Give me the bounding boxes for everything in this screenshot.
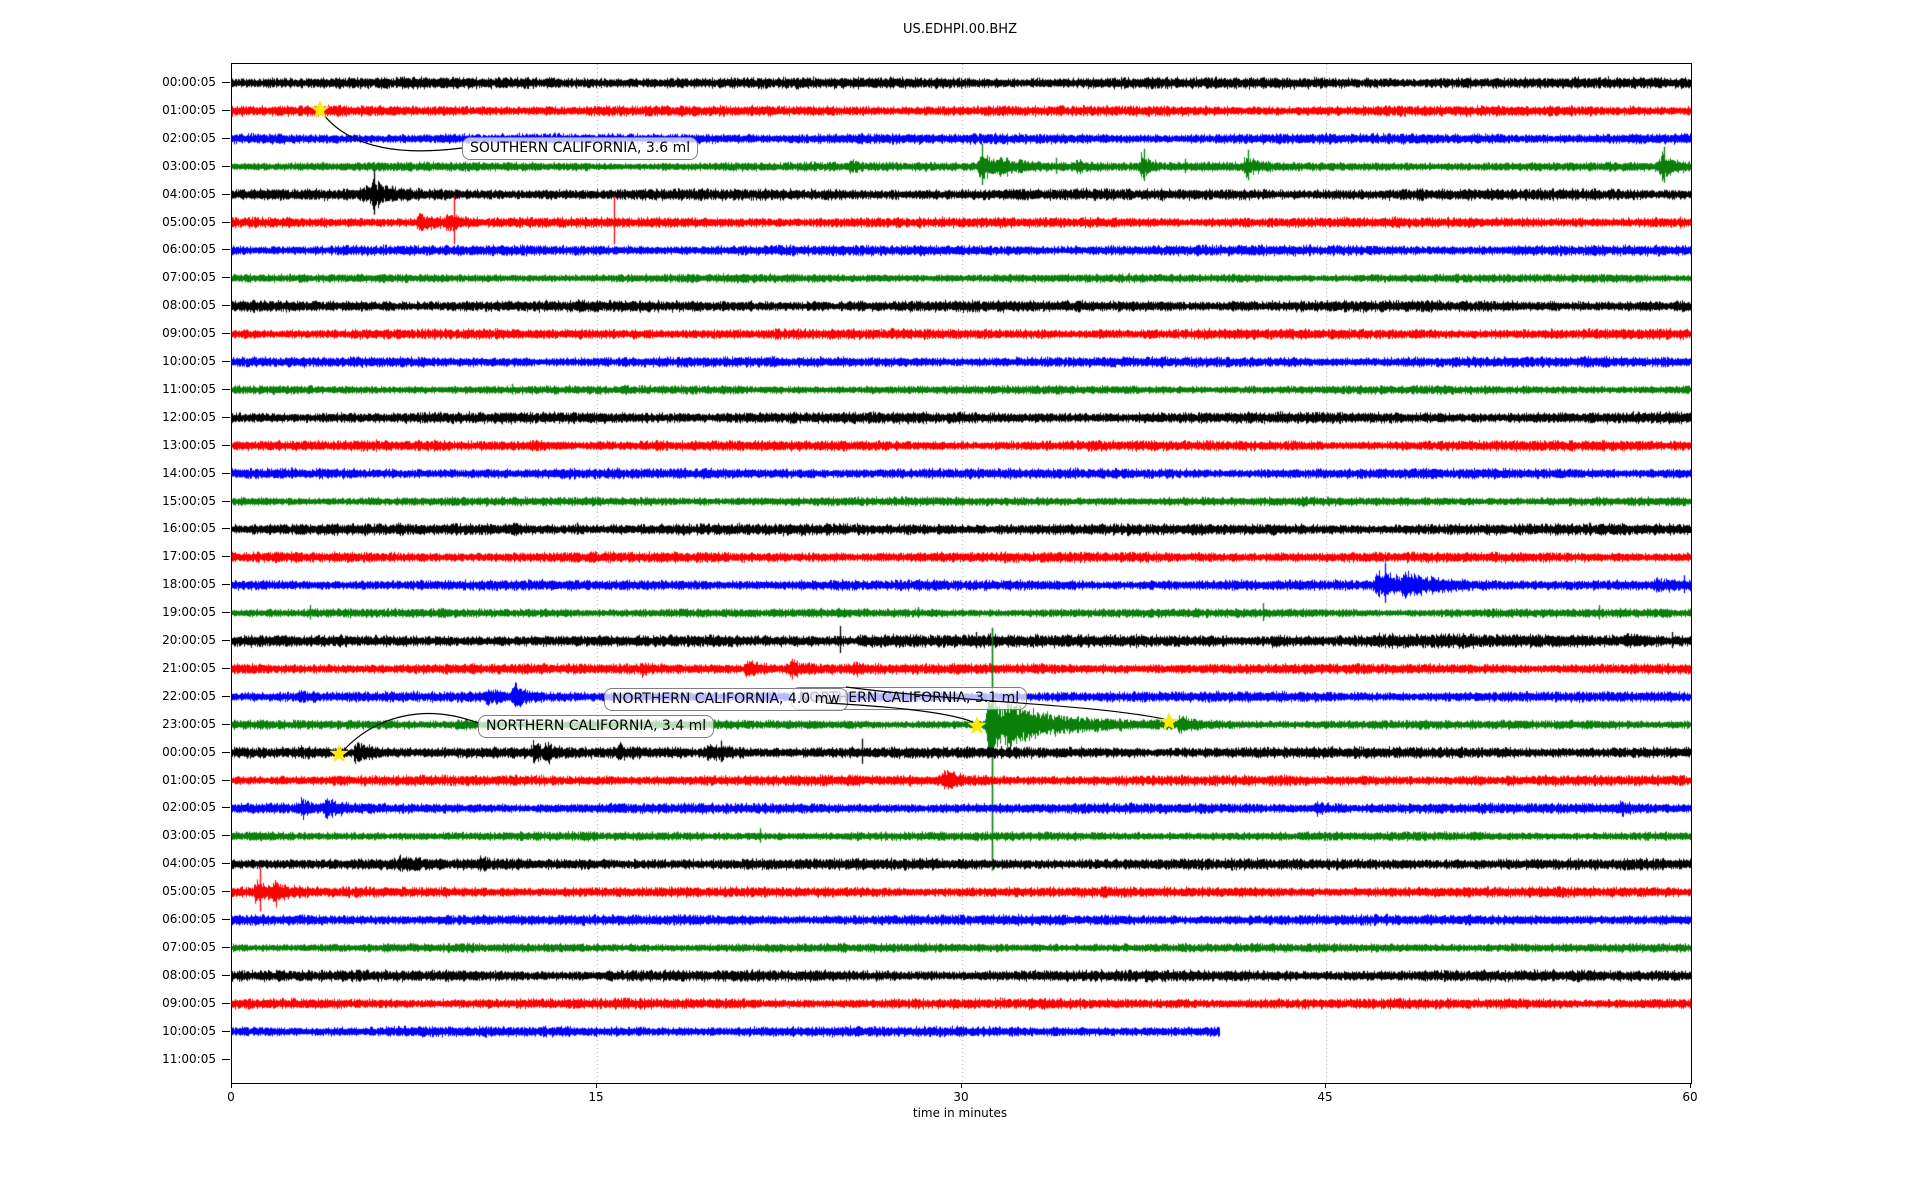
row-time-label: 06:00:05 bbox=[162, 912, 216, 926]
row-time-label: 09:00:05 bbox=[162, 995, 216, 1010]
row-time-label: 15:00:05 bbox=[162, 493, 216, 508]
y-tick-mark bbox=[222, 807, 230, 808]
row-time-label: 08:00:05 bbox=[162, 298, 216, 313]
y-tick-mark bbox=[222, 863, 230, 864]
event-star-icon bbox=[329, 744, 349, 763]
row-time-label: 04:00:05 bbox=[162, 186, 216, 201]
row-time-label: 09:00:05 bbox=[162, 326, 216, 341]
y-tick-mark bbox=[222, 389, 230, 390]
row-time-label: 02:00:05 bbox=[162, 130, 216, 145]
row-time-label: 19:00:05 bbox=[162, 605, 216, 620]
row-time-label: 16:00:05 bbox=[162, 521, 216, 536]
y-tick-mark bbox=[222, 975, 230, 976]
y-tick-mark bbox=[222, 1031, 230, 1032]
row-time-label: 20:00:05 bbox=[162, 633, 216, 647]
y-tick-mark bbox=[222, 473, 230, 474]
plot-title: US.EDHPI.00.BHZ bbox=[903, 22, 1017, 37]
event-annotation-northern-california-4-0: NORTHERN CALIFORNIA, 4.0 mw bbox=[604, 688, 848, 711]
y-tick-mark bbox=[222, 361, 230, 362]
x-tick-mark bbox=[1690, 1083, 1691, 1088]
y-tick-mark bbox=[222, 222, 230, 223]
y-tick-mark bbox=[222, 891, 230, 892]
y-tick-mark bbox=[222, 724, 230, 725]
y-tick-mark bbox=[222, 501, 230, 502]
row-time-label: 14:00:05 bbox=[162, 465, 216, 480]
y-tick-mark bbox=[222, 1003, 230, 1004]
y-tick-mark bbox=[222, 82, 230, 83]
x-tick-label: 60 bbox=[1682, 1090, 1698, 1104]
row-time-label: 02:00:05 bbox=[162, 800, 216, 815]
row-time-label: 00:00:05 bbox=[162, 744, 216, 759]
row-time-label: 01:00:05 bbox=[162, 772, 216, 787]
y-tick-mark bbox=[222, 305, 230, 306]
row-time-label: 03:00:05 bbox=[162, 828, 216, 843]
event-star-icon bbox=[1159, 712, 1179, 731]
y-tick-mark bbox=[222, 138, 230, 139]
row-time-label: 06:00:05 bbox=[162, 242, 216, 257]
event-annotation-northern-california-3-4: NORTHERN CALIFORNIA, 3.4 ml bbox=[478, 715, 715, 738]
x-tick-label: 0 bbox=[227, 1090, 235, 1104]
y-tick-mark bbox=[222, 194, 230, 195]
y-tick-mark bbox=[222, 556, 230, 557]
y-tick-mark bbox=[222, 640, 230, 641]
y-tick-mark bbox=[222, 333, 230, 334]
y-tick-mark bbox=[222, 1059, 230, 1060]
x-tick-mark bbox=[1325, 1083, 1326, 1088]
x-tick-mark bbox=[596, 1083, 597, 1088]
y-tick-mark bbox=[222, 752, 230, 753]
row-time-label: 13:00:05 bbox=[162, 437, 216, 452]
row-time-label: 18:00:05 bbox=[162, 577, 216, 592]
row-time-label: 11:00:05 bbox=[162, 381, 216, 396]
row-time-label: 03:00:05 bbox=[162, 158, 216, 173]
y-tick-mark bbox=[222, 584, 230, 585]
row-time-label: 23:00:05 bbox=[162, 716, 216, 731]
event-star-icon bbox=[310, 100, 330, 119]
y-tick-mark bbox=[222, 835, 230, 836]
row-time-label: 04:00:05 bbox=[162, 856, 216, 871]
y-tick-mark bbox=[222, 528, 230, 529]
row-time-label: 10:00:05 bbox=[162, 1023, 216, 1038]
y-tick-mark bbox=[222, 417, 230, 418]
seismogram-traces-canvas bbox=[232, 64, 1691, 1083]
x-tick-label: 45 bbox=[1317, 1090, 1333, 1104]
x-tick-mark bbox=[961, 1083, 962, 1088]
y-tick-mark bbox=[222, 668, 230, 669]
x-axis-title: time in minutes bbox=[912, 1106, 1008, 1120]
row-time-label: 10:00:05 bbox=[162, 354, 216, 368]
row-time-label: 22:00:05 bbox=[162, 688, 216, 703]
y-tick-mark bbox=[222, 696, 230, 697]
y-tick-mark bbox=[222, 780, 230, 781]
row-time-label: 08:00:05 bbox=[162, 967, 216, 982]
y-tick-mark bbox=[222, 445, 230, 446]
row-time-label: 07:00:05 bbox=[162, 270, 216, 285]
row-time-label: 05:00:05 bbox=[162, 214, 216, 229]
y-tick-mark bbox=[222, 919, 230, 920]
x-tick-label: 15 bbox=[588, 1090, 604, 1104]
x-tick-mark bbox=[231, 1083, 232, 1088]
y-tick-mark bbox=[222, 249, 230, 250]
event-annotation-southern-california-3-6: SOUTHERN CALIFORNIA, 3.6 ml bbox=[462, 137, 699, 160]
y-tick-mark bbox=[222, 110, 230, 111]
row-time-label: 12:00:05 bbox=[162, 409, 216, 424]
event-star-icon bbox=[967, 716, 987, 735]
y-tick-mark bbox=[222, 612, 230, 613]
y-tick-mark bbox=[222, 166, 230, 167]
row-time-label: 07:00:05 bbox=[162, 939, 216, 954]
row-time-label: 00:00:05 bbox=[162, 75, 216, 89]
row-time-label: 17:00:05 bbox=[162, 549, 216, 564]
plot-area bbox=[231, 63, 1692, 1084]
row-time-label: 21:00:05 bbox=[162, 660, 216, 675]
row-time-label: 01:00:05 bbox=[162, 102, 216, 117]
x-tick-label: 30 bbox=[953, 1090, 969, 1104]
y-tick-mark bbox=[222, 277, 230, 278]
row-time-label: 11:00:05 bbox=[162, 1051, 216, 1066]
row-time-label: 05:00:05 bbox=[162, 884, 216, 899]
y-tick-mark bbox=[222, 947, 230, 948]
